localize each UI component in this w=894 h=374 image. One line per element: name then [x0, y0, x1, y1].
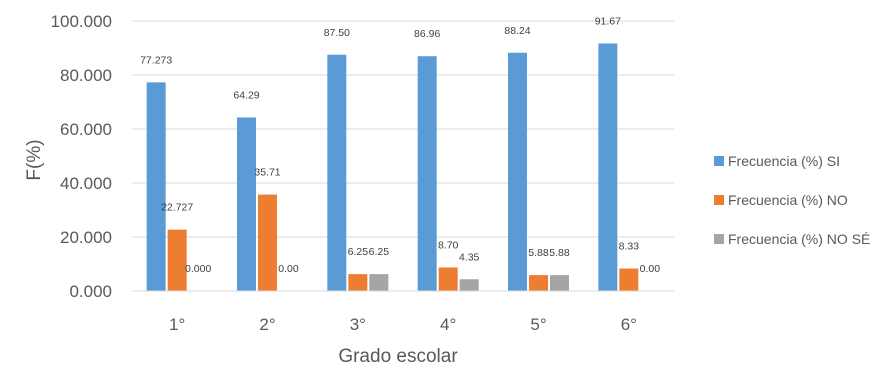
data-label: 87.50	[324, 27, 350, 39]
data-label: 0.00	[640, 263, 661, 275]
y-tick-label: 80.000	[60, 66, 112, 85]
bar-2-4	[438, 267, 458, 291]
x-tick-label: 5°	[530, 315, 546, 334]
bar-3-4	[459, 279, 479, 291]
data-label: 0.000	[185, 263, 211, 275]
bar-1-3	[327, 54, 347, 291]
data-label: 35.71	[254, 167, 280, 179]
data-label: 91.67	[595, 15, 621, 27]
data-label: 0.00	[278, 263, 299, 275]
data-label: 64.29	[233, 89, 259, 101]
x-tick-label: 3°	[350, 315, 366, 334]
legend-label: Frecuencia (%) SI	[728, 153, 840, 169]
y-axis-ticks: 0.000 20.000 40.000 60.000 80.000 100.000	[51, 12, 112, 301]
data-label: 8.70	[438, 240, 459, 252]
legend: Frecuencia (%) SI Frecuencia (%) NO Frecue…	[714, 153, 870, 247]
bar-1-2	[237, 117, 256, 292]
x-tick-label: 2°	[259, 315, 275, 334]
bars	[146, 43, 639, 292]
y-tick-label: 40.000	[60, 174, 112, 193]
data-label: 6.25	[369, 246, 390, 258]
legend-swatch	[714, 234, 724, 244]
bar-2-1	[167, 229, 187, 291]
data-label: 22.727	[161, 202, 193, 214]
y-axis-title: F(%)	[24, 139, 45, 180]
bar-1-1	[146, 82, 166, 291]
gridlines	[132, 20, 674, 238]
bar-3-5	[550, 275, 569, 291]
legend-swatch	[714, 195, 724, 205]
y-tick-label: 100.000	[51, 12, 112, 31]
data-label: 8.33	[619, 241, 640, 253]
x-tick-label: 1°	[169, 315, 185, 334]
x-axis-ticks: 1° 2° 3° 4° 5° 6°	[169, 315, 637, 334]
y-tick-label: 60.000	[60, 120, 112, 139]
bar-1-5	[508, 52, 527, 291]
data-label: 5.88	[549, 247, 570, 259]
data-label: 4.35	[459, 251, 480, 263]
x-axis-title: Grado escolar	[338, 346, 458, 367]
y-tick-label: 20.000	[60, 228, 112, 247]
data-labels: 77.273 22.727 0.000 64.29 35.71 0.00 87.50 6.25…	[140, 15, 660, 275]
legend-label: Frecuencia (%) NO	[728, 192, 848, 208]
bar-2-3	[348, 274, 368, 291]
data-label: 86.96	[414, 28, 440, 40]
x-tick-label: 4°	[440, 315, 456, 334]
bar-2-6	[619, 268, 639, 291]
bar-1-4	[417, 56, 437, 291]
data-label: 5.88	[528, 247, 549, 259]
bar-1-6	[598, 43, 618, 292]
legend-swatch	[714, 156, 724, 166]
legend-label: Frecuencia (%) NO SÉ	[728, 231, 870, 247]
data-label: 77.273	[140, 54, 172, 66]
bar-2-2	[258, 194, 277, 291]
bar-2-5	[529, 275, 548, 291]
data-label: 88.24	[504, 25, 530, 37]
data-label: 6.25	[348, 246, 369, 258]
x-tick-label: 6°	[621, 315, 637, 334]
y-tick-label: 0.000	[69, 282, 112, 301]
bar-3-3	[369, 274, 389, 291]
